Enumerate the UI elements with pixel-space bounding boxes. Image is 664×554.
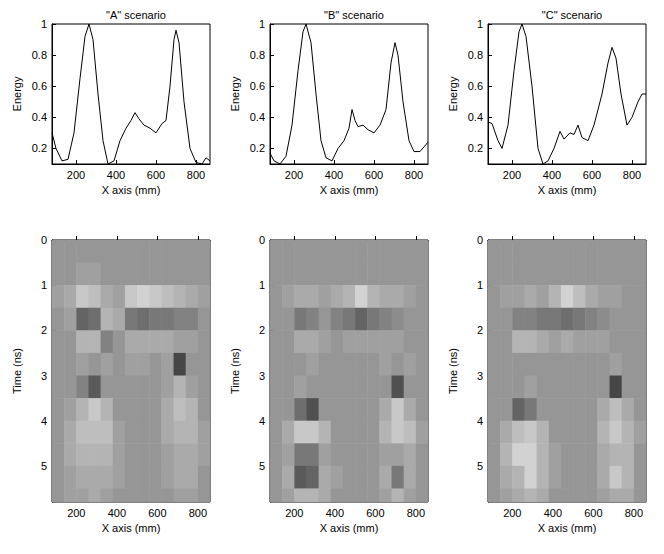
svg-text:4: 4 [259, 415, 265, 427]
svg-text:3: 3 [41, 370, 47, 382]
svg-text:200: 200 [503, 507, 521, 519]
svg-text:0: 0 [259, 234, 265, 246]
svg-text:1: 1 [41, 18, 47, 30]
svg-text:4: 4 [477, 415, 483, 427]
svg-text:600: 600 [147, 169, 165, 181]
svg-text:Energy: Energy [11, 76, 23, 111]
svg-text:0.2: 0.2 [250, 142, 265, 154]
svg-text:0: 0 [477, 234, 483, 246]
svg-text:X axis (mm): X axis (mm) [538, 522, 597, 534]
svg-text:0.4: 0.4 [250, 111, 265, 123]
svg-text:X axis (mm): X axis (mm) [102, 184, 161, 196]
svg-text:400: 400 [326, 507, 344, 519]
svg-text:0.4: 0.4 [468, 111, 483, 123]
svg-text:600: 600 [584, 507, 602, 519]
svg-text:1: 1 [477, 18, 483, 30]
svg-text:X axis (mm): X axis (mm) [538, 184, 597, 196]
svg-text:2: 2 [41, 324, 47, 336]
svg-text:1: 1 [259, 18, 265, 30]
svg-text:800: 800 [407, 507, 425, 519]
svg-text:200: 200 [67, 507, 85, 519]
svg-text:200: 200 [285, 507, 303, 519]
svg-text:Energy: Energy [447, 76, 459, 111]
svg-text:0.6: 0.6 [32, 80, 47, 92]
svg-text:400: 400 [107, 169, 125, 181]
svg-text:400: 400 [325, 169, 343, 181]
svg-text:0.6: 0.6 [250, 80, 265, 92]
svg-text:5: 5 [477, 460, 483, 472]
svg-text:0.8: 0.8 [32, 49, 47, 61]
svg-text:800: 800 [623, 169, 641, 181]
svg-text:X axis (mm): X axis (mm) [320, 184, 379, 196]
svg-text:Time (ns): Time (ns) [229, 348, 241, 394]
svg-text:800: 800 [189, 507, 207, 519]
svg-text:2: 2 [477, 324, 483, 336]
svg-text:0.8: 0.8 [250, 49, 265, 61]
svg-text:1: 1 [259, 279, 265, 291]
svg-text:2: 2 [259, 324, 265, 336]
svg-text:Time (ns): Time (ns) [11, 348, 23, 394]
svg-text:800: 800 [187, 169, 205, 181]
svg-text:800: 800 [405, 169, 423, 181]
svg-text:0: 0 [41, 234, 47, 246]
svg-text:200: 200 [67, 169, 85, 181]
svg-text:0.2: 0.2 [468, 142, 483, 154]
svg-text:400: 400 [108, 507, 126, 519]
svg-text:"C" scenario: "C" scenario [542, 9, 602, 21]
svg-text:0.2: 0.2 [32, 142, 47, 154]
svg-text:"A" scenario: "A" scenario [106, 9, 166, 21]
svg-text:600: 600 [583, 169, 601, 181]
svg-text:400: 400 [543, 169, 561, 181]
svg-text:Energy: Energy [229, 76, 241, 111]
svg-text:200: 200 [503, 169, 521, 181]
svg-text:800: 800 [625, 507, 643, 519]
svg-text:3: 3 [477, 370, 483, 382]
svg-text:X axis (mm): X axis (mm) [102, 522, 161, 534]
svg-text:400: 400 [544, 507, 562, 519]
svg-text:600: 600 [365, 169, 383, 181]
svg-text:3: 3 [259, 370, 265, 382]
svg-text:200: 200 [285, 169, 303, 181]
svg-text:0.6: 0.6 [468, 80, 483, 92]
svg-text:600: 600 [148, 507, 166, 519]
svg-text:Time (ns): Time (ns) [447, 348, 459, 394]
svg-text:5: 5 [41, 460, 47, 472]
svg-text:5: 5 [259, 460, 265, 472]
svg-text:4: 4 [41, 415, 47, 427]
svg-text:1: 1 [41, 279, 47, 291]
svg-text:"B" scenario: "B" scenario [324, 9, 384, 21]
svg-text:X axis (mm): X axis (mm) [320, 522, 379, 534]
svg-text:0.8: 0.8 [468, 49, 483, 61]
svg-text:600: 600 [366, 507, 384, 519]
svg-text:0.4: 0.4 [32, 111, 47, 123]
svg-text:1: 1 [477, 279, 483, 291]
